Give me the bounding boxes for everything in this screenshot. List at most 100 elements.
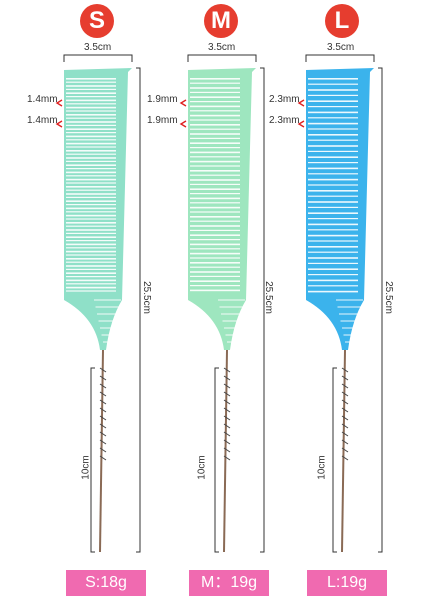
comb-tooth-gap-l [308,167,358,170]
tooth-gap-l-1: 2.3mm [269,94,300,105]
size-l-badge: L [325,4,359,38]
comb-tooth-gap-l [308,212,358,214]
comb-tooth-gap-l [308,195,358,197]
comb-tail-coil-m [223,455,231,461]
comb-tooth-gap-l [308,268,358,270]
comb-tooth-gap-l [308,173,358,175]
comb-tooth-gap-s [66,150,116,152]
comb-tail-coil-m [223,383,231,389]
comb-tail-l [341,349,346,553]
comb-tooth-gap-m [190,188,240,190]
comb-tooth-gap-m [190,257,240,259]
tooth-gap-m-1: 1.9mm [147,94,178,105]
comb-tooth-gap-l [308,139,358,141]
width-bracket-m [187,54,257,62]
comb-tail-coil-m [223,391,231,397]
comb-tooth-gap-m [190,78,240,80]
tail-bracket-m [214,367,219,553]
comb-tooth-gap-l [308,201,358,203]
comb-tooth-gap-m [190,220,240,222]
comb-tail-coil-l [341,431,349,437]
comb-tooth-gap-m [190,160,240,163]
comb-tooth-gap-l [308,274,358,276]
comb-tail-coil-m [223,447,231,453]
comb-tail-coil-s [99,415,107,421]
comb-tooth-gap-l [308,128,358,130]
comb-tooth-gap-s [66,142,116,145]
comb-tail-coil-m [223,439,231,445]
comb-tooth-gap-l [308,100,358,102]
comb-tooth-gap-s [66,171,116,174]
comb-tail-coil-s [99,399,107,405]
comb-tooth-gap-m [190,266,240,268]
comb-tooth-gap-s [66,175,116,177]
comb-tooth-gap-m [190,128,240,130]
comb-body-l [306,68,374,350]
comb-tooth-gap-m [190,151,240,154]
comb-tooth-gap-m [190,275,240,277]
comb-tooth-gap-s [66,110,116,112]
comb-tooth-gap-l [308,290,358,293]
comb-tail-coil-s [99,383,107,389]
comb-tooth-gap-m [190,248,240,250]
comb-tooth-gap-l [308,279,358,282]
comb-tooth-gap-m [190,174,240,176]
comb-tooth-gap-m [190,243,240,246]
comb-tooth-gap-m [190,202,240,204]
comb-tail-coil-l [341,391,349,397]
comb-tooth-gap-s [66,189,116,191]
comb-tooth-gap-s [66,106,116,109]
comb-tooth-gap-l [308,94,358,96]
comb-tooth-gap-l [308,190,358,192]
comb-tooth-gap-m [190,87,240,89]
comb-tooth-gap-s [66,283,116,285]
comb-tooth-gap-m [190,289,240,292]
length-bracket-s [136,67,141,553]
comb-tooth-gap-s [66,272,116,274]
comb-tooth-gap-l [308,111,358,114]
comb-tooth-gap-m [190,179,240,181]
comb-tooth-gap-l [308,184,358,186]
weight-label-s: S:18g [66,570,146,596]
comb-tooth-gap-m [190,147,240,149]
comb-tail-coil-l [341,399,349,405]
size-m-badge: M [204,4,238,38]
comb-tooth-gap-s [66,268,116,270]
comb-tail-coil-l [341,447,349,453]
comb-tail-coil-m [223,415,231,421]
gap-arrow-l [297,99,305,107]
comb-tail-s [99,349,104,553]
comb-tooth-gap-m [190,271,240,273]
comb-tooth-gap-m [190,165,240,167]
comb-tooth-gap-m [190,197,240,200]
comb-tooth-gap-s [66,250,116,253]
comb-tooth-gap-m [190,183,240,185]
comb-tooth-gap-m [190,252,240,255]
comb-tail-coil-s [99,367,107,373]
comb-tail-coil-m [223,431,231,437]
comb-tooth-gap-s [66,222,116,224]
comb-tooth-gap-s [66,204,116,206]
comb-tail-coil-s [99,391,107,397]
comb-tail-coil-l [341,375,349,381]
comb-tooth-gap-m [190,101,240,103]
comb-tail-coil-s [99,423,107,429]
comb-tooth-gap-m [190,211,240,213]
comb-tooth-gap-s [66,96,116,98]
comb-tooth-gap-m [190,229,240,231]
gap-arrow-l [297,120,305,128]
comb-tooth-gap-l [308,89,358,91]
width-label-s: 3.5cm [84,42,112,53]
comb-tooth-gap-s [66,290,116,292]
weight-label-l: L:19g [307,570,387,596]
comb-tooth-gap-s [66,186,116,188]
comb-tail-coil-m [223,407,231,413]
comb-tail-m [223,349,228,553]
comb-tooth-gap-l [308,206,358,208]
comb-tooth-gap-s [66,117,116,119]
comb-tooth-gap-s [66,286,116,289]
comb-tail-coil-l [341,415,349,421]
comb-tooth-gap-s [66,121,116,123]
comb-tooth-gap-l [308,178,358,181]
